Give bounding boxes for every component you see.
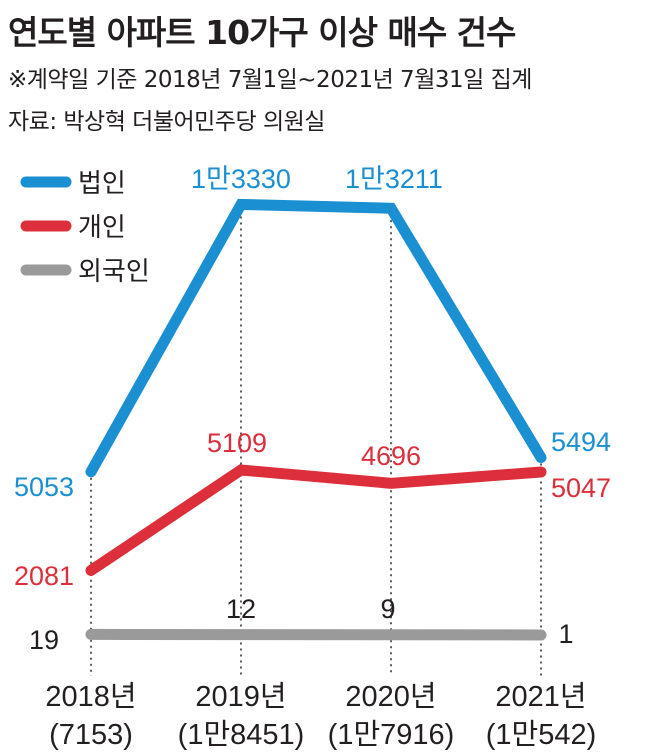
chart-title: 연도별 아파트 10가구 이상 매수 건수 [8,13,516,52]
data-point-0-2 [389,206,393,210]
data-point-0-0 [89,470,93,474]
x-tick-label-0: 2018년 [45,681,136,713]
data-label-0-2: 1만3211 [345,164,443,194]
legend-label-1: 개인 [78,213,126,243]
data-point-0-3 [539,456,543,460]
data-label-1-2: 4696 [361,441,421,471]
data-point-1-1 [239,468,243,472]
data-point-2-1 [239,633,243,637]
legend-label-2: 외국인 [78,257,150,287]
x-tick-total-3: (1만542) [486,719,597,751]
data-label-0-0: 5053 [14,472,74,502]
source-note: 자료: 박상혁 더불어민주당 의원실 [8,109,325,135]
data-point-2-0 [89,632,93,636]
data-point-1-0 [89,568,93,572]
x-tick-label-3: 2021년 [495,681,586,713]
data-label-0-3: 5494 [551,427,611,457]
x-tick-label-1: 2019년 [195,681,286,713]
data-point-1-3 [539,470,543,474]
data-label-1-0: 2081 [14,561,74,591]
x-tick-total-2: (1만7916) [328,719,455,751]
data-label-1-3: 5047 [551,473,611,503]
data-label-1-1: 5109 [207,428,267,458]
x-tick-total-1: (1만8451) [178,719,305,751]
data-point-0-1 [239,202,243,206]
legend-label-0: 법인 [78,169,126,199]
data-label-2-3: 1 [558,619,573,649]
data-label-2-2: 9 [380,594,395,624]
data-point-1-2 [389,481,393,485]
data-point-2-3 [539,633,543,637]
data-label-2-1: 12 [226,594,256,624]
period-note: ※계약일 기준 2018년 7월1일~2021년 7월31일 집계 [8,67,532,93]
x-tick-total-0: (7153) [49,719,133,751]
series-line-0 [85,198,547,478]
x-tick-label-2: 2020년 [345,681,436,713]
data-point-2-2 [389,633,393,637]
series-line-2 [85,628,547,641]
data-label-2-0: 19 [29,625,59,655]
data-label-0-1: 1만3330 [191,164,291,194]
series-line-1 [85,464,547,576]
